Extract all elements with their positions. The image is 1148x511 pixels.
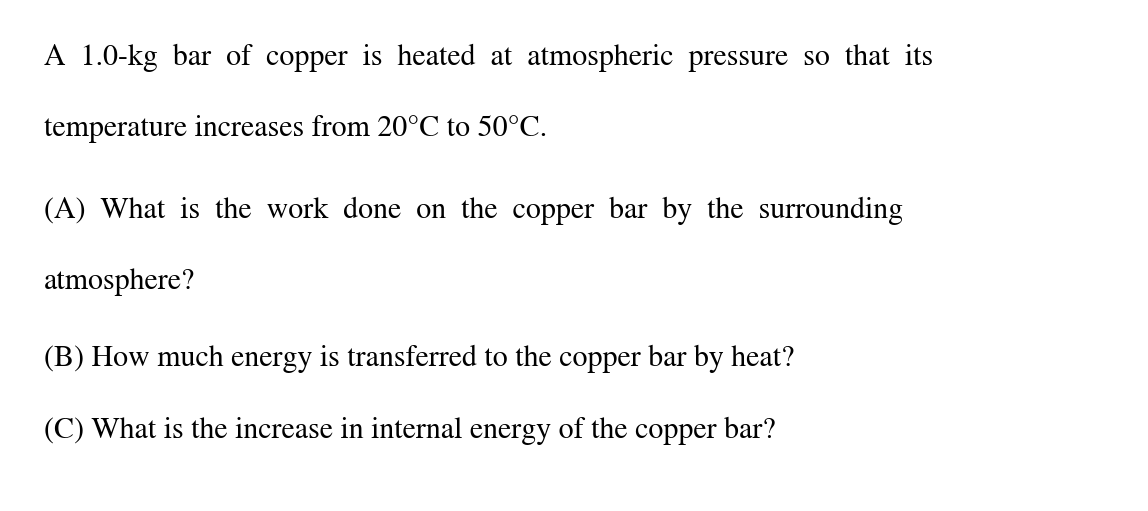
Text: (C) What is the increase in internal energy of the copper bar?: (C) What is the increase in internal ene… [44, 416, 775, 445]
Text: temperature increases from 20°C to 50°C.: temperature increases from 20°C to 50°C. [44, 115, 546, 143]
Text: (A)  What  is  the  work  done  on  the  copper  bar  by  the  surrounding: (A) What is the work done on the copper … [44, 197, 902, 225]
Text: A  1.0-kg  bar  of  copper  is  heated  at  atmospheric  pressure  so  that  its: A 1.0-kg bar of copper is heated at atmo… [44, 43, 932, 72]
Text: atmosphere?: atmosphere? [44, 268, 195, 296]
Text: (B) How much energy is transferred to the copper bar by heat?: (B) How much energy is transferred to th… [44, 345, 794, 373]
